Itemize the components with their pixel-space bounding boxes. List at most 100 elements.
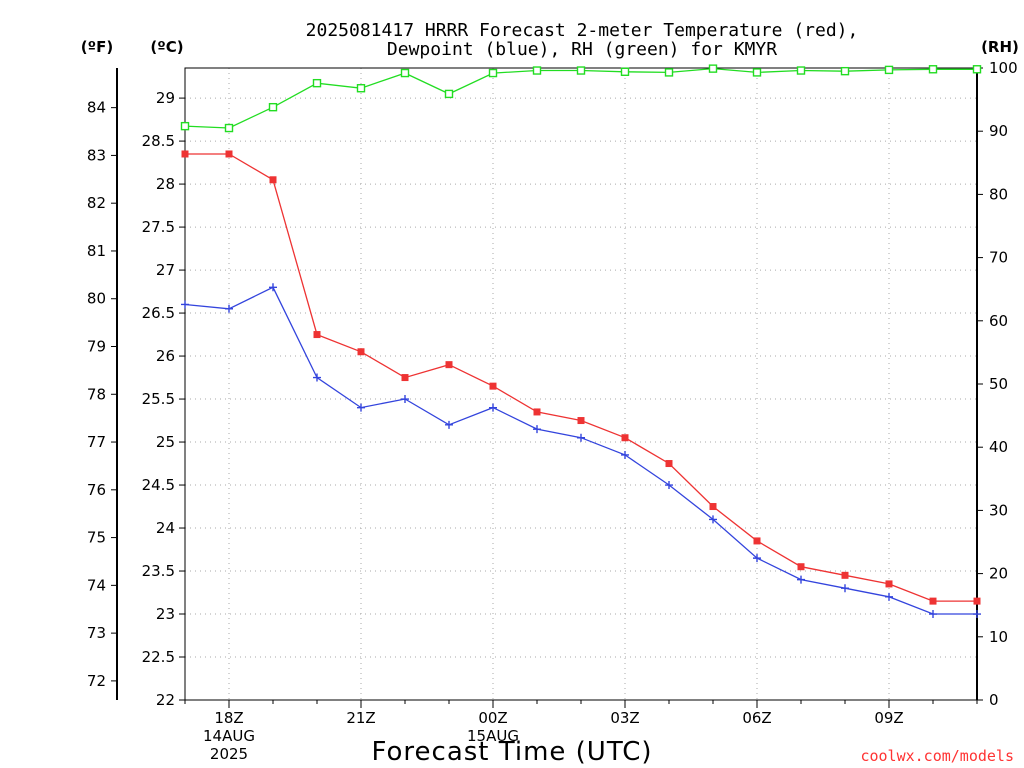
celsius-tick-label: 26 — [156, 347, 175, 365]
x-tick-label: 00Z — [478, 709, 507, 727]
rh-tick-label: 10 — [989, 628, 1008, 646]
temperature-point — [401, 374, 409, 382]
fahrenheit-tick-label: 78 — [87, 385, 106, 403]
fahrenheit-tick-label: 79 — [87, 338, 106, 356]
fahrenheit-tick-label: 73 — [87, 624, 106, 642]
fahrenheit-tick-label: 76 — [87, 481, 106, 499]
x-tick-label: 15AUG — [467, 727, 519, 745]
dewpoint-point — [269, 283, 277, 292]
x-tick-label: 09Z — [874, 709, 903, 727]
x-tick-label: 18Z — [214, 709, 243, 727]
rh-point — [532, 66, 542, 75]
rh-tick-label: 0 — [989, 691, 999, 709]
fahrenheit-tick-label: 82 — [87, 194, 106, 212]
temperature-point — [225, 150, 233, 158]
rh-tick-label: 70 — [989, 249, 1008, 267]
rh-point — [928, 65, 938, 74]
celsius-tick-label: 27 — [156, 261, 175, 279]
dewpoint-point — [489, 403, 497, 412]
temperature-point — [885, 580, 893, 588]
rh-point — [796, 66, 806, 75]
axes: 22 22.5 23 23.5 24 24.5 25 25.5 26 26.5 27 27.5 28 28… — [87, 59, 1018, 763]
rh-tick-label: 100 — [989, 59, 1018, 77]
fahrenheit-tick-label: 83 — [87, 146, 106, 164]
x-tick-label: 21Z — [346, 709, 375, 727]
rh-unit-label: (RH) — [981, 38, 1019, 56]
x-tick-label: 03Z — [610, 709, 639, 727]
celsius-tick-label: 22 — [156, 691, 175, 709]
rh-tick-label: 90 — [989, 122, 1008, 140]
rh-point — [884, 65, 894, 75]
temperature-point — [313, 331, 321, 339]
temperature-point — [753, 537, 761, 545]
celsius-tick-label: 24 — [156, 519, 175, 537]
rh-tick-label: 20 — [989, 565, 1008, 583]
rh-tick-label: 50 — [989, 375, 1008, 393]
dewpoint-point — [929, 610, 937, 619]
temperature-point — [709, 503, 717, 511]
temperature-point — [489, 382, 497, 390]
rh-point — [224, 123, 234, 133]
dewpoint-point — [753, 554, 761, 563]
fahrenheit-unit-label: (ºF) — [81, 38, 113, 56]
x-tick-label: 2025 — [210, 745, 248, 763]
rh-point — [708, 64, 718, 73]
chart-title-line-2: Dewpoint (blue), RH (green) for KMYR — [387, 39, 777, 60]
dewpoint-point — [665, 481, 673, 490]
dewpoint-point — [401, 395, 409, 404]
dewpoint-point — [841, 584, 849, 593]
celsius-tick-label: 28 — [156, 175, 175, 193]
rh-point — [488, 68, 498, 78]
rh-point — [400, 68, 410, 78]
dewpoint-point — [225, 304, 233, 313]
celsius-unit-label: (ºC) — [150, 38, 183, 56]
temperature-point — [929, 597, 937, 605]
dewpoint-point — [313, 373, 321, 382]
celsius-tick-label: 25.5 — [142, 390, 175, 408]
celsius-tick-label: 26.5 — [142, 304, 175, 322]
rh-point — [312, 78, 322, 88]
rh-point — [444, 89, 454, 99]
dewpoint-point — [577, 433, 585, 442]
fahrenheit-tick-label: 74 — [87, 576, 106, 594]
temperature-point — [533, 408, 541, 416]
temperature-point — [577, 417, 585, 425]
rh-point — [840, 66, 850, 76]
rh-point — [752, 68, 762, 77]
temperature-point — [797, 563, 805, 571]
dewpoint-point — [357, 403, 365, 412]
celsius-tick-label: 22.5 — [142, 648, 175, 666]
fahrenheit-tick-label: 77 — [87, 433, 106, 451]
grid-lines — [185, 68, 977, 700]
fahrenheit-tick-label: 84 — [87, 99, 106, 117]
plot-frame — [184, 67, 978, 701]
fahrenheit-tick-label: 81 — [87, 242, 106, 260]
dewpoint-point — [181, 300, 189, 309]
x-axis-title: Forecast Time (UTC) — [371, 737, 652, 767]
temperature-point — [841, 571, 849, 579]
celsius-tick-label: 25 — [156, 433, 175, 451]
rh-tick-label: 80 — [989, 185, 1008, 203]
dewpoint-point — [885, 592, 893, 601]
dewpoint-point — [621, 450, 629, 459]
series-layer — [180, 64, 982, 619]
credit-text: coolwx.com/models — [860, 747, 1014, 765]
x-tick-label: 06Z — [742, 709, 771, 727]
rh-point — [620, 67, 630, 76]
rh-point — [356, 84, 366, 93]
celsius-tick-label: 23.5 — [142, 562, 175, 580]
fahrenheit-tick-label: 75 — [87, 529, 106, 547]
temperature-point — [973, 597, 981, 605]
dewpoint-point — [445, 420, 453, 429]
temperature-point — [621, 434, 629, 442]
fahrenheit-tick-label: 72 — [87, 672, 106, 690]
rh-point — [576, 66, 586, 75]
rh-point — [268, 102, 278, 112]
temperature-point — [357, 348, 365, 356]
temperature-point — [181, 150, 189, 158]
celsius-tick-label: 24.5 — [142, 476, 175, 494]
dewpoint-point — [797, 575, 805, 584]
fahrenheit-tick-label: 80 — [87, 290, 106, 308]
rh-point — [972, 65, 982, 74]
dewpoint-point — [973, 610, 981, 619]
